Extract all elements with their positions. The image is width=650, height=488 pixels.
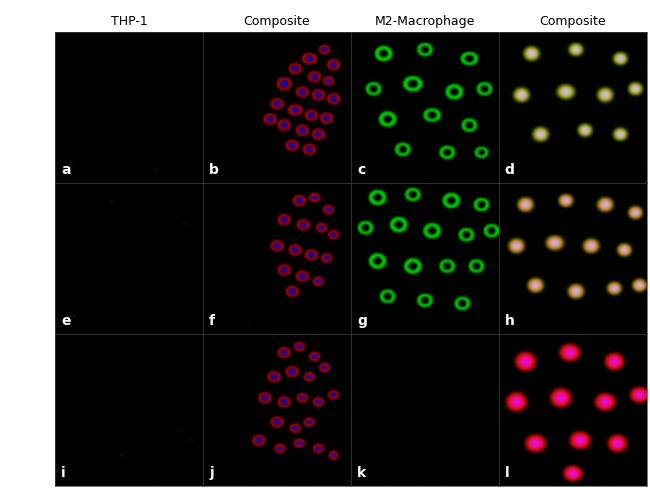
Text: M2-Macrophage: M2-Macrophage (375, 15, 475, 28)
Text: d: d (505, 163, 515, 177)
Text: c: c (357, 163, 365, 177)
Text: j: j (209, 466, 214, 480)
Text: b: b (209, 163, 219, 177)
Text: i: i (61, 466, 66, 480)
Text: Scrambled siRNA: Scrambled siRNA (42, 217, 52, 301)
Text: Untransfected: Untransfected (42, 73, 52, 142)
Text: TGF β1 siRNA: TGF β1 siRNA (42, 377, 52, 443)
Text: THP-1: THP-1 (111, 15, 148, 28)
Text: h: h (505, 314, 515, 328)
Text: Composite: Composite (244, 15, 311, 28)
Text: k: k (357, 466, 366, 480)
Text: l: l (505, 466, 510, 480)
Text: f: f (209, 314, 215, 328)
Text: a: a (61, 163, 71, 177)
Text: e: e (61, 314, 71, 328)
Text: g: g (357, 314, 367, 328)
Text: Composite: Composite (540, 15, 606, 28)
